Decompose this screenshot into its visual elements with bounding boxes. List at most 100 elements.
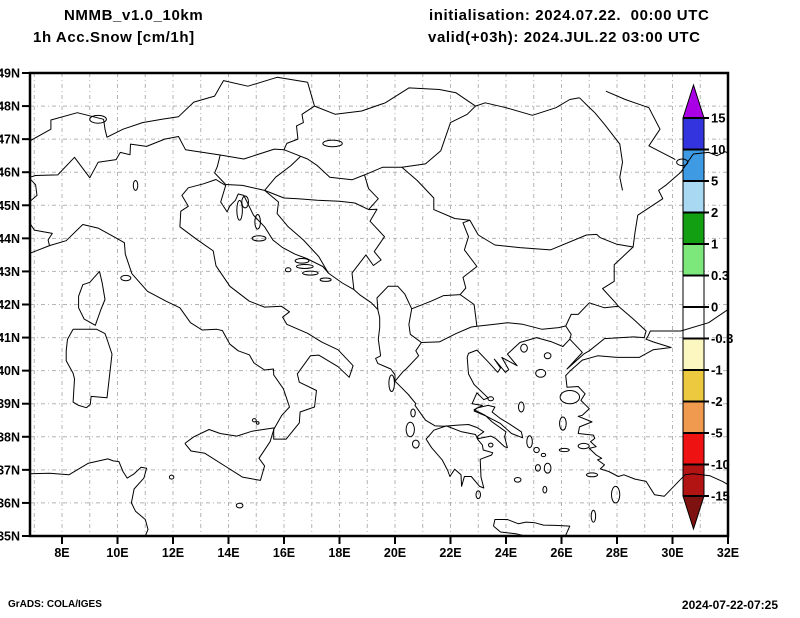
country-border [264, 190, 329, 274]
island [251, 418, 257, 423]
island [89, 114, 107, 124]
grid-lines [30, 73, 728, 536]
island [559, 416, 567, 431]
coastline [78, 271, 106, 326]
colorbar-level-label: -10 [711, 457, 730, 472]
lat-tick-label: 47N [0, 133, 20, 147]
island [295, 263, 314, 269]
x-axis-labels: 8E 10E 12E 14E 16E 18E 20E 22E 24E 26E 28E 30E 32E [54, 546, 739, 560]
island [294, 258, 310, 264]
map-lines [30, 76, 728, 536]
colorbar-level-label: 0 [711, 300, 718, 315]
lat-tick-label: 38N [0, 430, 20, 444]
lon-tick-label: 32E [717, 546, 739, 560]
country-border [459, 294, 478, 327]
island [610, 485, 621, 504]
island [120, 274, 132, 282]
country-border [394, 342, 422, 382]
country-border [30, 223, 53, 246]
country-border [30, 178, 38, 202]
colorbar-labels: 15 10 5 2 1 0.3 0 -0.3 -1 -2 -5 -10 -15 [711, 111, 733, 504]
lat-tick-label: 35N [0, 529, 20, 543]
island [251, 235, 267, 242]
country-border [475, 97, 580, 116]
country-border [421, 325, 477, 343]
island [676, 158, 689, 167]
lat-tick-label: 36N [0, 496, 20, 510]
country-border [30, 136, 301, 179]
colorbar [682, 83, 709, 531]
island [322, 139, 343, 148]
lon-tick-label: 10E [106, 546, 128, 560]
lon-tick-label: 14E [217, 546, 239, 560]
colorbar-level-label: 10 [711, 142, 725, 157]
colorbar-arrow-up [682, 83, 705, 119]
island [319, 277, 332, 282]
island [302, 270, 319, 276]
island [590, 509, 597, 523]
lon-tick-label: 26E [550, 546, 572, 560]
country-border [351, 208, 385, 290]
plot-timestamp: 2024-07-22-07:25 [681, 598, 778, 612]
country-border [283, 82, 315, 150]
island [513, 476, 522, 483]
country-border [459, 219, 478, 295]
island [585, 472, 599, 478]
country-border [476, 322, 566, 330]
country-border [376, 285, 413, 310]
lat-tick-label: 49N [0, 67, 20, 81]
colorbar-level-label: 2 [711, 205, 718, 220]
colorbar-level-label: -5 [711, 426, 723, 441]
island [533, 446, 540, 454]
island [168, 474, 175, 480]
island [534, 464, 541, 472]
country-border [264, 189, 369, 211]
country-border [300, 105, 476, 181]
model-title: NMMB_v1.0_10km [64, 7, 204, 24]
island [411, 439, 420, 449]
coastline [65, 328, 113, 409]
coastline [30, 458, 149, 536]
lon-tick-label: 22E [439, 546, 461, 560]
init-time-label: initialisation: 2024.07.22. 00:00 UTC [429, 7, 710, 24]
island [543, 462, 552, 474]
country-border [30, 76, 308, 142]
valid-time-label: valid(+03h): 2024.JUL.22 03:00 UTC [428, 29, 701, 46]
island [410, 408, 416, 418]
island [488, 442, 494, 448]
lat-tick-label: 45N [0, 199, 20, 213]
island [235, 502, 244, 509]
coastline [565, 309, 728, 497]
island [535, 368, 547, 378]
lat-tick-label: 40N [0, 364, 20, 378]
country-border [605, 90, 676, 161]
island [487, 396, 495, 402]
country-border [364, 174, 379, 210]
lat-tick-label: 39N [0, 397, 20, 411]
island [577, 442, 590, 450]
lat-tick-label: 46N [0, 166, 20, 180]
coastline [220, 151, 728, 449]
island [517, 401, 525, 413]
country-border [214, 154, 227, 185]
lat-tick-label: 37N [0, 463, 20, 477]
lat-tick-label: 44N [0, 232, 20, 246]
lon-tick-label: 16E [273, 546, 295, 560]
country-border [314, 87, 476, 115]
lon-tick-label: 20E [384, 546, 406, 560]
country-border [408, 308, 422, 343]
country-border [565, 302, 619, 327]
colorbar-level-label: 5 [711, 174, 718, 189]
field-title: 1h Acc.Snow [cm/1h] [33, 29, 195, 46]
coastline [425, 425, 494, 489]
country-border [565, 325, 572, 340]
colorbar-level-label: -0.3 [711, 331, 733, 346]
axis-ticks [22, 72, 729, 544]
coastline [30, 179, 354, 440]
island [542, 485, 548, 494]
island [543, 352, 552, 360]
colorbar-level-label: 0.3 [711, 268, 729, 283]
lat-tick-label: 42N [0, 298, 20, 312]
